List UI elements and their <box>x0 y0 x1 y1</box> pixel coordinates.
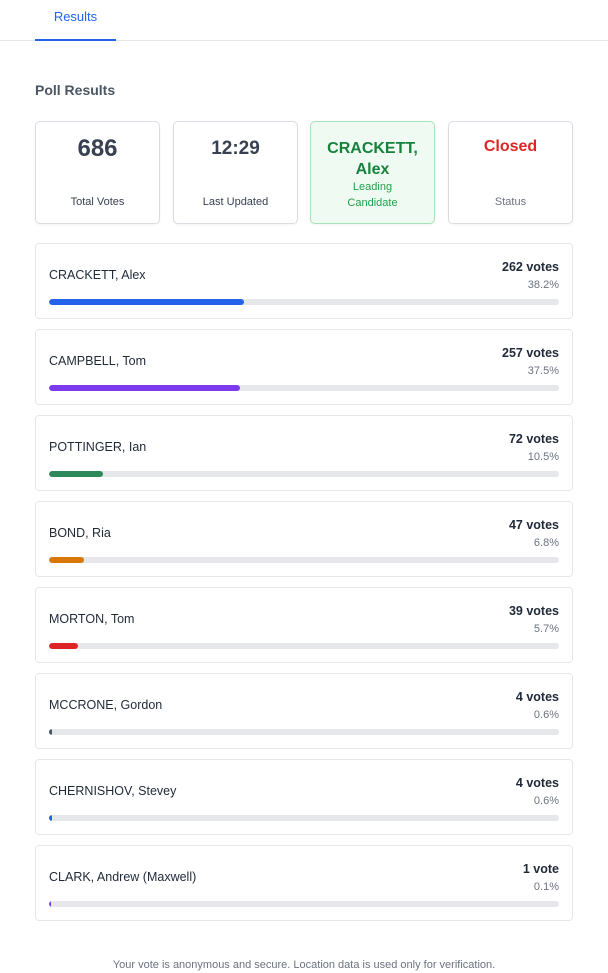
vote-share-bar-track <box>49 815 559 821</box>
candidate-votes: 72 votes <box>508 432 559 446</box>
leading-candidate-label: Leading Candidate <box>311 179 434 211</box>
vote-share-bar-fill <box>49 299 244 305</box>
vote-share-bar-fill <box>49 729 53 735</box>
candidate-row: BOND, Ria 47 votes 6.8% <box>35 501 573 577</box>
candidate-votes: 39 votes <box>508 604 559 618</box>
candidate-name: MCCRONE, Gordon <box>49 698 163 712</box>
candidate-percentage: 0.6% <box>533 709 559 721</box>
vote-share-bar-fill <box>49 471 103 477</box>
vote-share-bar-fill <box>49 385 241 391</box>
last-updated-card: 12:29 Last Updated <box>173 121 298 224</box>
candidate-percentage: 5.7% <box>533 623 559 635</box>
candidate-row: POTTINGER, Ian 72 votes 10.5% <box>35 415 573 491</box>
vote-share-bar-track <box>49 643 559 649</box>
leading-candidate-surname: CRACKETT, <box>327 140 418 157</box>
last-updated-value: 12:29 <box>211 138 260 159</box>
vote-share-bar-track <box>49 299 559 305</box>
candidate-votes: 262 votes <box>502 260 559 274</box>
total-votes-card: 686 Total Votes <box>35 121 160 224</box>
candidate-name: CLARK, Andrew (Maxwell) <box>49 870 197 884</box>
tab-bar: Results <box>0 0 608 41</box>
vote-share-bar-track <box>49 471 559 477</box>
candidate-name: BOND, Ria <box>49 526 111 540</box>
leading-label-line2: Candidate <box>347 197 398 209</box>
candidate-name: CRACKETT, Alex <box>49 268 146 282</box>
candidate-votes: 4 votes <box>515 776 559 790</box>
candidate-votes: 1 vote <box>522 862 559 876</box>
privacy-footer: Your vote is anonymous and secure. Locat… <box>112 959 496 971</box>
candidate-row: CRACKETT, Alex 262 votes 38.2% <box>35 243 573 319</box>
stats-row: 686 Total Votes 12:29 Last Updated CRACK… <box>35 121 573 224</box>
candidate-percentage: 10.5% <box>527 451 559 463</box>
candidate-list: CRACKETT, Alex 262 votes 38.2% CAMPBELL, To… <box>35 243 573 931</box>
candidate-name: POTTINGER, Ian <box>49 440 147 454</box>
status-value: Closed <box>483 138 538 155</box>
candidate-percentage: 0.1% <box>533 881 559 893</box>
vote-share-bar-fill <box>49 643 79 649</box>
candidate-name: CAMPBELL, Tom <box>49 354 147 368</box>
candidate-row: MCCRONE, Gordon 4 votes 0.6% <box>35 673 573 749</box>
tab-results[interactable]: Results <box>35 0 116 41</box>
leading-label-line1: Leading <box>352 181 393 193</box>
leading-candidate-card: CRACKETT, Alex Leading Candidate <box>310 121 435 224</box>
vote-share-bar-fill <box>49 901 51 907</box>
status-card: Closed Status <box>448 121 573 224</box>
candidate-row: MORTON, Tom 39 votes 5.7% <box>35 587 573 663</box>
candidate-votes: 4 votes <box>515 690 559 704</box>
vote-share-bar-fill <box>49 815 53 821</box>
candidate-name: CHERNISHOV, Stevey <box>49 784 177 798</box>
vote-share-bar-track <box>49 557 559 563</box>
status-label: Status <box>494 196 527 208</box>
last-updated-label: Last Updated <box>202 196 269 208</box>
candidate-percentage: 6.8% <box>533 537 559 549</box>
vote-share-bar-track <box>49 901 559 907</box>
vote-share-bar-track <box>49 729 559 735</box>
candidate-votes: 47 votes <box>508 518 559 532</box>
candidate-name: MORTON, Tom <box>49 612 135 626</box>
candidate-row: CHERNISHOV, Stevey 4 votes 0.6% <box>35 759 573 835</box>
candidate-percentage: 0.6% <box>533 795 559 807</box>
total-votes-value: 686 <box>77 135 118 162</box>
total-votes-label: Total Votes <box>70 196 125 208</box>
candidate-percentage: 37.5% <box>527 365 559 377</box>
vote-share-bar-track <box>49 385 559 391</box>
leading-candidate-value: CRACKETT, Alex <box>311 138 434 180</box>
candidate-percentage: 38.2% <box>527 279 559 291</box>
page-title: Poll Results <box>35 82 116 98</box>
candidate-row: CAMPBELL, Tom 257 votes 37.5% <box>35 329 573 405</box>
candidate-row: CLARK, Andrew (Maxwell) 1 vote 0.1% <box>35 845 573 921</box>
leading-candidate-forename: Alex <box>355 161 390 178</box>
candidate-votes: 257 votes <box>502 346 559 360</box>
vote-share-bar-fill <box>49 557 84 563</box>
